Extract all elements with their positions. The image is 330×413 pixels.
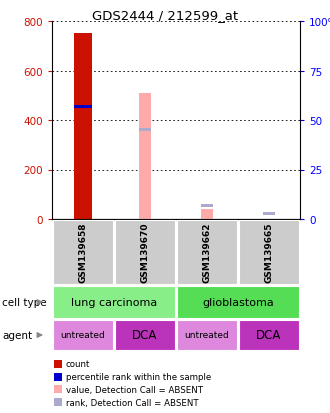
Bar <box>115 220 175 285</box>
Text: percentile rank within the sample: percentile rank within the sample <box>66 372 211 381</box>
Bar <box>53 287 175 318</box>
Bar <box>177 287 299 318</box>
Text: glioblastoma: glioblastoma <box>202 297 274 307</box>
Text: DCA: DCA <box>132 329 158 342</box>
Text: cell type: cell type <box>2 297 47 307</box>
Bar <box>139 129 150 132</box>
Bar <box>201 204 213 207</box>
Bar <box>115 320 175 350</box>
Bar <box>74 34 92 219</box>
Text: DCA: DCA <box>256 329 282 342</box>
Text: value, Detection Call = ABSENT: value, Detection Call = ABSENT <box>66 385 203 394</box>
Bar <box>177 320 237 350</box>
Text: GSM139670: GSM139670 <box>141 222 149 282</box>
Bar <box>54 399 62 406</box>
Bar <box>54 386 62 394</box>
Text: rank, Detection Call = ABSENT: rank, Detection Call = ABSENT <box>66 398 199 407</box>
Bar <box>139 94 151 219</box>
Bar <box>239 220 299 285</box>
Text: count: count <box>66 359 90 368</box>
Text: untreated: untreated <box>61 331 105 339</box>
Text: GSM139665: GSM139665 <box>265 222 274 282</box>
Text: GSM139658: GSM139658 <box>79 222 87 282</box>
Bar <box>239 320 299 350</box>
Text: GDS2444 / 212599_at: GDS2444 / 212599_at <box>92 9 238 22</box>
Text: agent: agent <box>2 330 32 340</box>
Bar <box>74 105 92 108</box>
Bar <box>201 209 213 219</box>
Bar <box>263 212 275 215</box>
Text: untreated: untreated <box>184 331 229 339</box>
Text: lung carcinoma: lung carcinoma <box>71 297 157 307</box>
Bar <box>53 220 113 285</box>
Bar <box>54 360 62 368</box>
Text: GSM139662: GSM139662 <box>203 222 212 282</box>
Bar <box>177 220 237 285</box>
Bar <box>53 320 113 350</box>
Bar <box>54 373 62 380</box>
